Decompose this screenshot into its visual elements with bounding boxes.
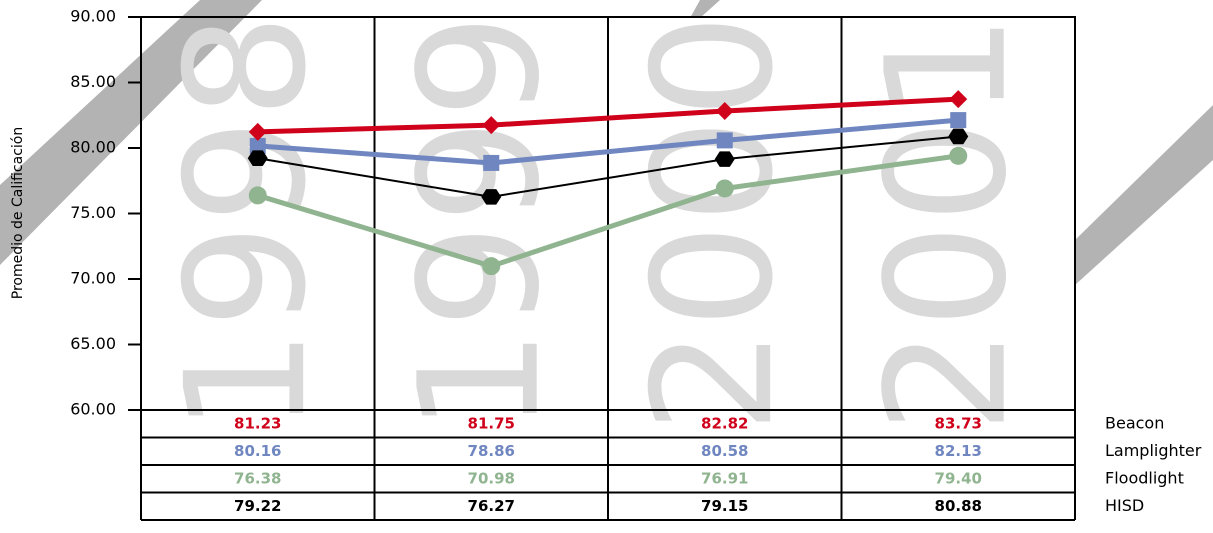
- data-label: 80.88: [935, 497, 982, 515]
- marker: [247, 150, 268, 167]
- data-label: 76.91: [701, 469, 748, 487]
- legend-label: Floodlight: [1105, 468, 1184, 487]
- decor-band: [0, 0, 262, 265]
- marker: [948, 128, 969, 145]
- marker: [248, 122, 267, 141]
- y-tick-label: 85.00: [70, 72, 116, 91]
- series-line: [257, 117, 959, 166]
- category-label: 1998: [150, 14, 342, 434]
- decor-band: [690, 0, 720, 18]
- series-line: [257, 153, 959, 269]
- y-tick-label: 60.00: [70, 400, 116, 419]
- category-label: 2001: [851, 14, 1043, 434]
- marker: [482, 116, 501, 135]
- data-label: 76.38: [234, 469, 281, 487]
- marker: [950, 112, 967, 129]
- decor-band: [1075, 105, 1213, 285]
- data-label: 83.73: [935, 414, 982, 432]
- legend-label: HISD: [1105, 496, 1144, 515]
- data-label: 79.15: [701, 497, 748, 515]
- data-label: 78.86: [468, 442, 515, 460]
- y-axis-label: Promedio de Calificación: [10, 127, 26, 299]
- data-label: 81.75: [468, 414, 515, 432]
- legend-label: Lamplighter: [1105, 441, 1202, 460]
- data-label: 70.98: [468, 469, 515, 487]
- data-label: 80.16: [234, 442, 281, 460]
- data-label: 76.27: [468, 497, 515, 515]
- marker: [249, 137, 266, 154]
- data-label: 82.13: [935, 442, 982, 460]
- marker: [481, 189, 502, 205]
- legend-label: Beacon: [1105, 413, 1164, 432]
- data-label: 82.82: [701, 414, 748, 432]
- y-tick-label: 70.00: [70, 269, 116, 288]
- marker: [716, 132, 733, 149]
- marker: [949, 90, 968, 109]
- marker: [482, 257, 501, 276]
- marker: [483, 154, 500, 171]
- y-tick-label: 65.00: [70, 334, 116, 353]
- series-line: [257, 96, 959, 135]
- y-tick-label: 75.00: [70, 203, 116, 222]
- marker: [248, 186, 267, 205]
- data-label: 79.40: [935, 469, 982, 487]
- data-label: 80.58: [701, 442, 748, 460]
- series-line: [257, 135, 959, 198]
- y-tick-label: 80.00: [70, 138, 116, 157]
- data-label: 79.22: [234, 497, 281, 515]
- marker: [715, 102, 734, 121]
- category-label: 1999: [384, 14, 576, 434]
- marker: [949, 146, 968, 165]
- marker: [714, 151, 735, 167]
- category-label: 2000: [617, 14, 809, 434]
- y-tick-label: 90.00: [70, 7, 116, 26]
- marker: [715, 179, 734, 198]
- data-label: 81.23: [234, 414, 281, 432]
